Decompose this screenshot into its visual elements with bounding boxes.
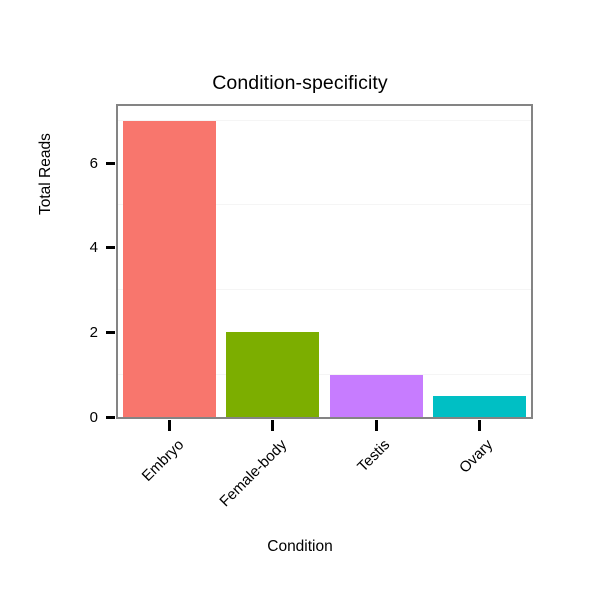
y-tick-mark — [106, 161, 115, 165]
x-axis-title: Condition — [267, 538, 333, 555]
y-tick-label: 2 — [89, 323, 98, 341]
bar-ovary[interactable] — [432, 395, 526, 417]
x-tick-mark — [168, 420, 172, 431]
y-axis-title: Total Reads — [37, 133, 54, 215]
y-tick-label: 6 — [89, 154, 98, 172]
bar-embryo[interactable] — [123, 120, 217, 417]
x-tick-mark — [271, 420, 275, 431]
gridline — [118, 204, 531, 206]
plot-panel — [116, 104, 533, 419]
bar-testis[interactable] — [329, 374, 423, 417]
y-tick-mark — [106, 330, 115, 334]
x-tick-mark — [477, 420, 481, 431]
chart-title: Condition-specificity — [212, 72, 388, 94]
y-tick-label: 4 — [89, 239, 98, 257]
plot-area — [118, 106, 531, 417]
y-tick-mark — [106, 246, 115, 250]
bar-female-body[interactable] — [226, 332, 320, 417]
x-tick-mark — [374, 420, 378, 431]
y-tick-label: 0 — [89, 408, 98, 426]
gridline — [118, 119, 531, 121]
gridline — [118, 289, 531, 291]
gridline — [118, 373, 531, 375]
y-tick-mark — [106, 415, 115, 419]
